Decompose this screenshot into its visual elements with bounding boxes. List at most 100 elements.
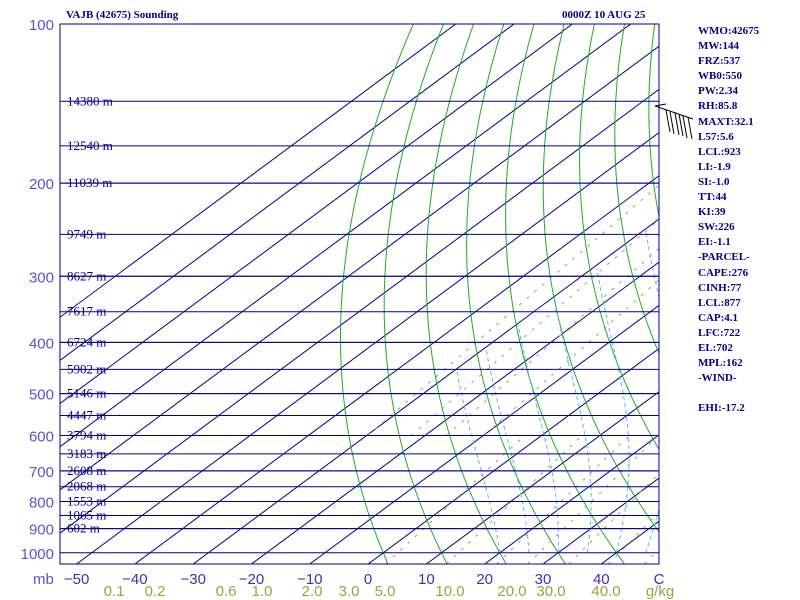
temperature-tick-label: −30 — [180, 571, 205, 588]
sounding-index: PW:2.34 — [698, 85, 739, 98]
temperature-tick-label: −10 — [297, 571, 322, 588]
temperature-tick-label: 40 — [593, 571, 610, 588]
height-level-label: 602 m — [67, 521, 100, 536]
wind-barb-staff — [654, 105, 694, 120]
height-level-label: 14380 m — [67, 93, 113, 108]
sounding-index: KI:39 — [698, 206, 726, 219]
y-axis-unit-label: mb — [33, 571, 54, 588]
sounding-indices-list: WMO:42675 MW:144 FRZ:537 WB0:550 PW:2.34 RH:8… — [698, 24, 759, 416]
moist-adiabat-line — [596, 268, 630, 553]
pressure-tick-label: 200 — [29, 176, 54, 193]
dry-adiabat-line — [579, 24, 659, 451]
height-level-label: 7617 m — [67, 304, 106, 319]
isotherm-line — [309, 304, 659, 564]
isotherm-line — [192, 218, 659, 564]
height-level-label: 2068 m — [67, 479, 106, 494]
pressure-tick-label: 500 — [29, 387, 54, 404]
isotherm-line — [484, 434, 659, 564]
sounding-index: CAP:4.1 — [698, 311, 739, 324]
wind-barb-flag — [678, 113, 684, 137]
x-axis-unit-label: C — [654, 571, 665, 588]
sounding-index — [698, 386, 759, 401]
temperature-tick-label: −40 — [122, 571, 147, 588]
chart-time: 0000Z 10 AUG 25 — [562, 9, 646, 21]
sounding-index: WMO:42675 — [698, 25, 760, 37]
mixing-ratio-tick-label: 40.0 — [591, 583, 620, 600]
sounding-index: MPL:162 — [698, 357, 743, 370]
pressure-tick-label: 1000 — [21, 546, 54, 563]
height-level-label: 1553 m — [67, 494, 106, 509]
isotherm-line — [60, 24, 573, 405]
chart-grid — [60, 24, 659, 564]
sounding-index: FRZ:537 — [698, 55, 741, 68]
mixing-ratio-tick-label: 0.6 — [216, 583, 237, 600]
wind-barb-flag — [674, 112, 680, 136]
temperature-tick-label: 20 — [476, 571, 493, 588]
isotherm-line — [60, 24, 515, 361]
isotherm-line — [60, 88, 659, 534]
height-level-label: 3794 m — [67, 427, 106, 442]
dry-adiabat-line — [340, 24, 414, 564]
height-level-label: 12540 m — [67, 138, 113, 153]
mixing-ratio-line — [446, 435, 583, 564]
wind-barb-flag — [669, 111, 675, 135]
height-level-label: 1065 m — [67, 507, 106, 522]
sounding-index: EI:-1.1 — [698, 236, 731, 249]
sounding-index: -PARCEL- — [698, 251, 750, 264]
mixing-ratio-line — [568, 472, 659, 564]
temperature-tick-label: 0 — [364, 571, 372, 588]
mixing-ratio-tick-label: 30.0 — [536, 583, 565, 600]
dry-adiabat-line — [505, 24, 625, 564]
dry-adiabat-line — [614, 24, 659, 355]
pressure-tick-label: 400 — [29, 335, 54, 352]
wind-barb-tip — [654, 103, 667, 107]
dry-adiabat-line — [383, 24, 448, 564]
sounding-index: TT:44 — [698, 191, 727, 204]
height-level-label: 4447 m — [67, 408, 106, 423]
temperature-tick-label: −50 — [64, 571, 89, 588]
dry-adiabat-line — [425, 24, 507, 564]
height-level-label: 6724 m — [67, 334, 106, 349]
pressure-tick-label: 600 — [29, 428, 54, 445]
mixing-ratio-tick-label: 1.0 — [252, 583, 273, 600]
isotherm-line — [60, 24, 631, 448]
sounding-index: EHI:-17.2 — [698, 402, 745, 415]
isotherm-line — [426, 391, 659, 564]
moist-adiabat-line — [554, 298, 592, 553]
moist-adiabat-line — [517, 324, 559, 553]
pressure-tick-label: 900 — [29, 522, 54, 539]
dry-adiabat-line — [542, 24, 659, 533]
mixing-ratio-unit-label: g/kg — [646, 583, 674, 600]
wind-barb-flag — [665, 109, 671, 133]
sounding-index: MAXT:32.1 — [698, 115, 754, 128]
sounding-index: LCL:877 — [698, 296, 741, 309]
mixing-ratio-tick-label: 3.0 — [339, 583, 360, 600]
mixing-ratio-line — [385, 435, 525, 564]
height-level-label: 11039 m — [67, 175, 112, 190]
mixing-ratio-line — [496, 435, 630, 564]
sounding-index: CINH:77 — [698, 281, 742, 294]
mixing-ratio-tick-label: 20.0 — [497, 583, 526, 600]
isotherm-line — [134, 175, 659, 564]
sounding-index: LCL:923 — [698, 145, 741, 158]
mixing-ratio-line — [527, 435, 659, 564]
wind-barb-flag — [682, 115, 688, 139]
mixing-ratio-tick-label: 0.1 — [104, 583, 125, 600]
dry-adiabat-line — [466, 24, 566, 564]
height-level-label: 2608 m — [67, 463, 106, 478]
sounding-index: L57:5.6 — [698, 130, 734, 143]
height-level-label: 3183 m — [67, 446, 106, 461]
mixing-ratio-tick-label: 5.0 — [375, 583, 396, 600]
isotherm-line — [367, 347, 659, 564]
temperature-tick-label: 30 — [535, 571, 552, 588]
sounding-index: SW:226 — [698, 221, 735, 234]
height-level-label: 8627 m — [67, 268, 106, 283]
mixing-ratio-line — [483, 279, 659, 436]
sounding-index: LI:-1.9 — [698, 160, 731, 173]
moist-adiabat-line — [456, 369, 501, 553]
sounding-index: LFC:722 — [698, 326, 741, 339]
mixing-ratio-tick-label: 10.0 — [435, 583, 464, 600]
sounding-index: EL:702 — [698, 341, 733, 354]
